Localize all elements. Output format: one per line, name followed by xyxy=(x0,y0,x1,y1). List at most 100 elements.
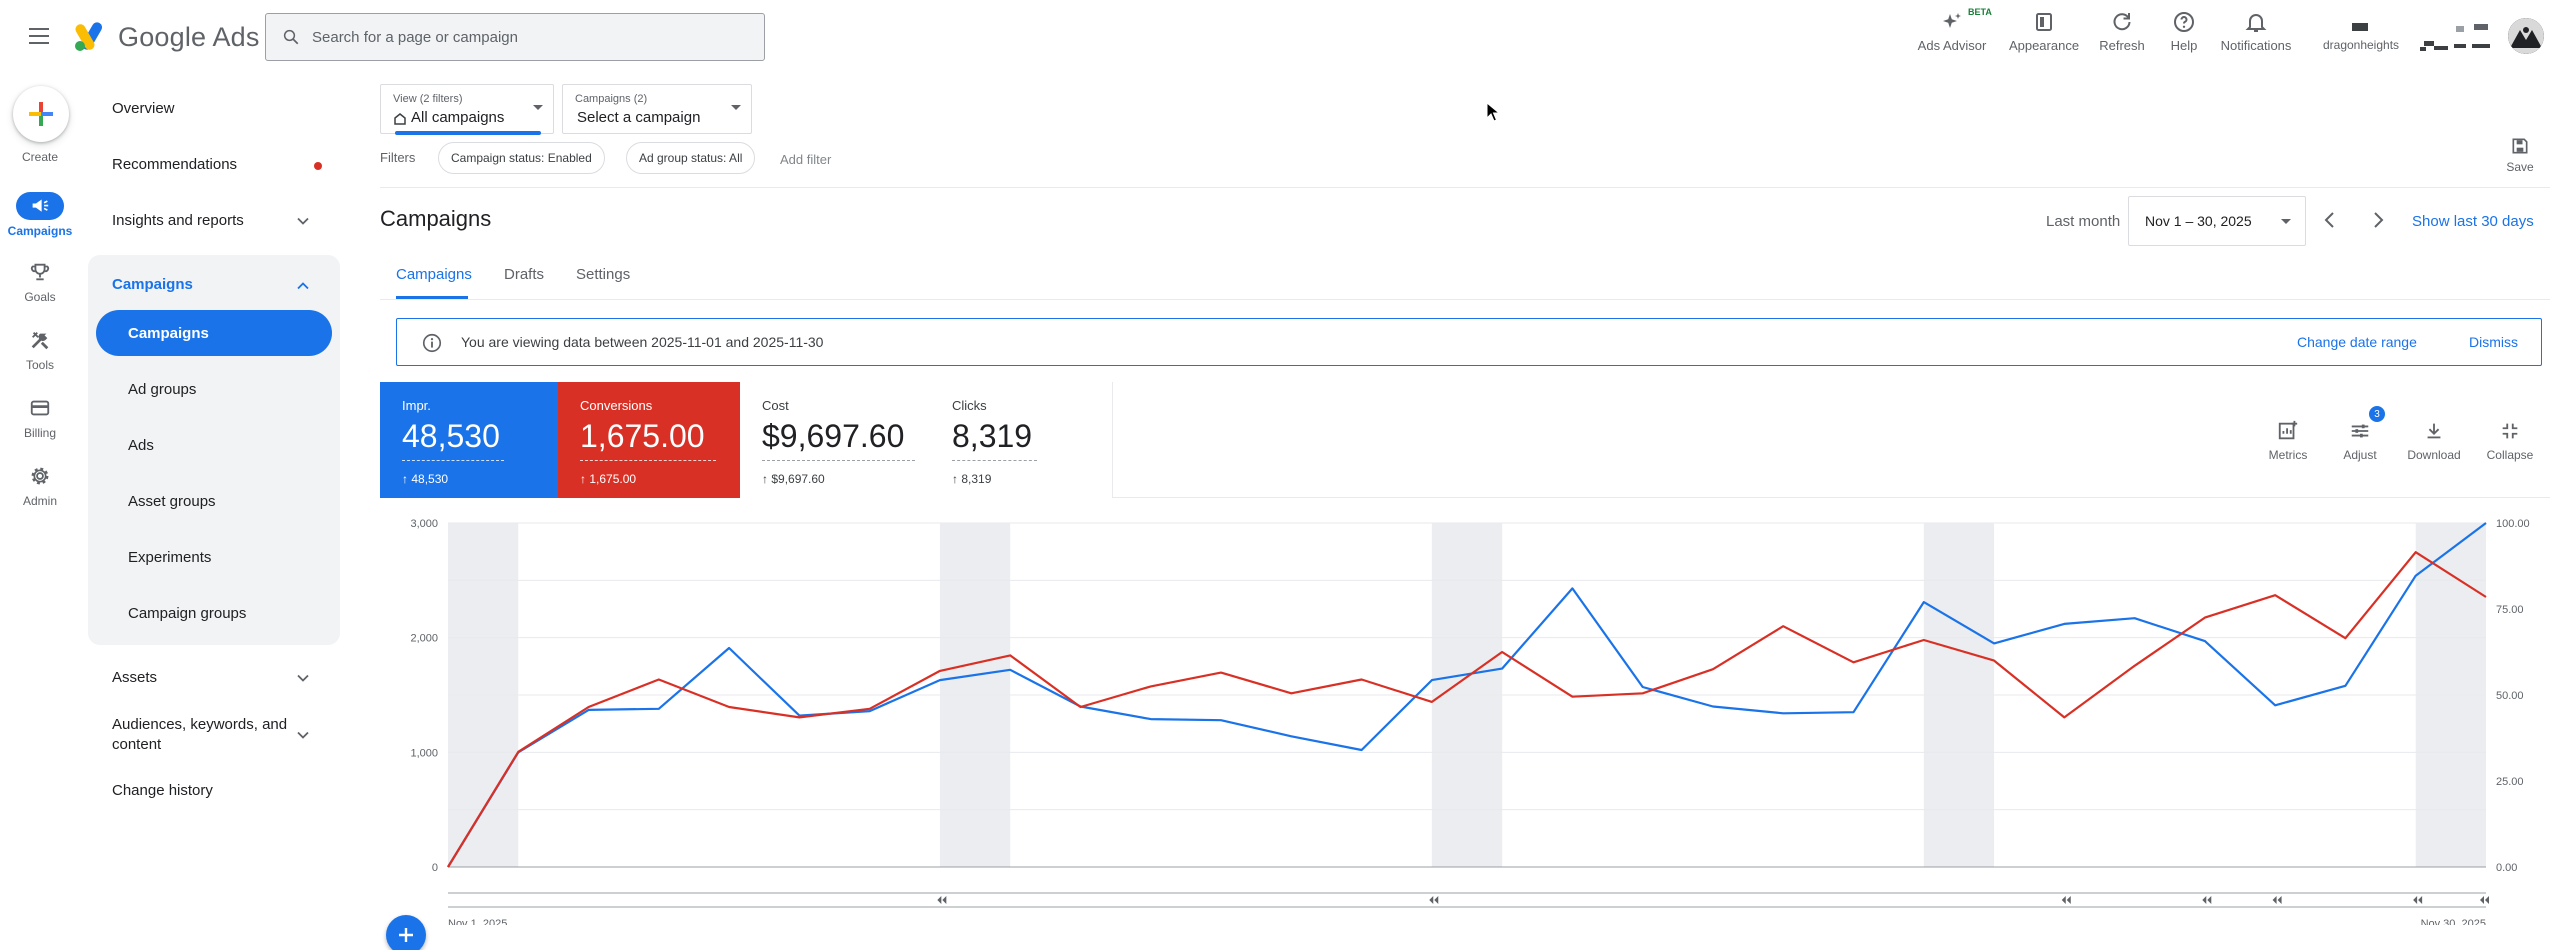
save-button[interactable]: Save xyxy=(2498,136,2542,174)
nav-sub-campaign-groups[interactable]: Campaign groups xyxy=(128,605,247,622)
filter-chip-label: Ad group status: All xyxy=(639,151,743,165)
notifications-button[interactable]: Notifications xyxy=(2214,10,2298,58)
scorecard-delta-value: 48,530 xyxy=(411,472,449,486)
nav-sub-asset-groups[interactable]: Asset groups xyxy=(128,493,216,510)
chevron-right-icon[interactable] xyxy=(2366,208,2390,232)
nav-sub-campaigns[interactable]: Campaigns xyxy=(128,325,209,342)
tab-settings[interactable]: Settings xyxy=(576,266,631,283)
avatar-icon xyxy=(2508,18,2544,54)
change-date-range-link[interactable]: Change date range xyxy=(2297,334,2417,350)
account-switcher-icon[interactable] xyxy=(2420,20,2490,54)
google-ads-logo[interactable]: Google Ads xyxy=(74,20,324,54)
collapse-icon xyxy=(2502,423,2518,439)
scorecard-label: Impr. xyxy=(402,398,431,413)
change-marker-icon xyxy=(2413,896,2423,904)
y-right-tick-label: 25.00 xyxy=(2496,776,2524,788)
download-label: Download xyxy=(2407,448,2461,462)
download-icon xyxy=(2427,423,2441,439)
create-button[interactable] xyxy=(13,86,69,142)
nav-sub-ads[interactable]: Ads xyxy=(128,437,154,454)
metrics-button[interactable]: Metrics xyxy=(2256,420,2320,462)
rail-item-campaigns[interactable]: Campaigns xyxy=(0,192,80,238)
rail-item-goals[interactable]: Goals xyxy=(0,258,80,304)
collapse-label: Collapse xyxy=(2486,448,2534,462)
y-left-tick-label: 2,000 xyxy=(410,633,438,645)
add-filter-button[interactable]: Add filter xyxy=(780,152,832,167)
scorecard-conversions[interactable]: Conversions 1,675.00 ↑ 1,675.00 xyxy=(558,382,740,498)
nav-insights-and-reports[interactable]: Insights and reports xyxy=(112,212,244,229)
adjust-label: Adjust xyxy=(2343,448,2377,462)
scorecard-clicks[interactable]: Clicks 8,319 ↑ 8,319 xyxy=(930,382,1112,498)
rail-item-billing[interactable]: Billing xyxy=(0,394,80,440)
scorecard-cost[interactable]: Cost $9,697.60 ↑ $9,697.60 xyxy=(740,382,930,498)
trophy-icon xyxy=(16,258,64,286)
adjust-count-badge: 3 xyxy=(2369,406,2385,422)
filters-label: Filters xyxy=(380,150,416,165)
divider xyxy=(380,299,2550,300)
recommendations-dot xyxy=(314,162,322,170)
side-navigation: Overview Recommendations Insights and re… xyxy=(88,72,340,950)
filter-chip-campaign-status[interactable]: Campaign status: Enabled xyxy=(438,142,605,174)
nav-sub-ad-groups[interactable]: Ad groups xyxy=(128,381,197,398)
date-range-picker[interactable]: Nov 1 – 30, 2025 xyxy=(2128,196,2306,246)
hamburger-menu-icon[interactable] xyxy=(26,24,52,48)
add-button[interactable] xyxy=(386,915,426,950)
scorecard-impr[interactable]: Impr. 48,530 ↑ 48,530 xyxy=(380,382,558,498)
view-dropdown-value: All campaigns xyxy=(411,109,505,126)
rail-item-admin[interactable]: Admin xyxy=(0,462,80,508)
nav-overview[interactable]: Overview xyxy=(112,100,175,117)
nav-change-history[interactable]: Change history xyxy=(112,782,213,799)
chevron-up-icon[interactable] xyxy=(296,279,310,293)
change-marker-icon xyxy=(937,896,947,904)
campaign-dropdown[interactable]: Campaigns (2) Select a campaign xyxy=(562,84,752,134)
scorecard-delta-value: 8,319 xyxy=(961,472,992,486)
avatar[interactable] xyxy=(2508,18,2544,54)
search-input[interactable] xyxy=(312,28,732,46)
chevron-down-icon[interactable] xyxy=(296,728,310,742)
refresh-button[interactable]: Refresh xyxy=(2096,10,2148,58)
chevron-left-icon[interactable] xyxy=(2318,208,2342,232)
date-range-label: Last month xyxy=(2046,213,2121,230)
chevron-down-icon[interactable] xyxy=(296,214,310,228)
nav-assets[interactable]: Assets xyxy=(112,669,158,686)
collapse-button[interactable]: Collapse xyxy=(2478,420,2542,462)
info-banner: You are viewing data between 2025-11-01 … xyxy=(396,318,2542,366)
scorecard-value: 1,675.00 xyxy=(580,418,705,454)
rail-label-billing: Billing xyxy=(23,426,56,440)
caret-down-icon xyxy=(533,105,543,110)
change-marker-icon xyxy=(1429,896,1439,904)
nav-recommendations[interactable]: Recommendations xyxy=(112,156,238,173)
nav-sub-experiments[interactable]: Experiments xyxy=(128,549,212,566)
ads-advisor-button[interactable]: Ads Advisor xyxy=(1916,10,1988,58)
gear-icon xyxy=(16,462,64,490)
help-button[interactable]: Help xyxy=(2160,10,2208,58)
campaigns-icon xyxy=(16,192,64,220)
download-button[interactable]: Download xyxy=(2402,420,2466,462)
nav-campaigns-header[interactable]: Campaigns xyxy=(112,276,193,293)
tab-campaigns[interactable]: Campaigns xyxy=(396,266,472,283)
scorecard-value: $9,697.60 xyxy=(762,418,905,454)
scorecard-underline xyxy=(952,460,1037,461)
appearance-button[interactable]: Appearance xyxy=(2006,10,2082,58)
plus-icon xyxy=(29,102,53,126)
filter-chip-ad-group-status[interactable]: Ad group status: All xyxy=(626,142,756,174)
account-name[interactable]: dragonheights xyxy=(2322,38,2400,52)
show-last-30-days-link[interactable]: Show last 30 days xyxy=(2412,213,2534,230)
scorecard-underline xyxy=(402,460,504,461)
ads-advisor-label: Ads Advisor xyxy=(1917,38,1987,53)
chevron-down-icon[interactable] xyxy=(296,671,310,685)
tab-drafts[interactable]: Drafts xyxy=(504,266,545,283)
info-icon xyxy=(422,333,442,353)
dismiss-button[interactable]: Dismiss xyxy=(2469,334,2518,350)
arrow-up-icon: ↑ xyxy=(952,472,962,486)
performance-chart[interactable]: 0 1,000 2,000 3,000 0.00 25.00 50.00 75.00 100.0… xyxy=(380,505,2550,925)
view-dropdown[interactable]: View (2 filters) All campaigns xyxy=(380,84,554,135)
rail-item-tools[interactable]: Tools xyxy=(0,326,80,372)
nav-audiences-keywords-content[interactable]: Audiences, keywords, and content xyxy=(112,716,288,753)
google-ads-logo-icon xyxy=(75,22,102,51)
y-right-tick-label: 50.00 xyxy=(2496,690,2524,702)
search-box[interactable] xyxy=(265,13,765,61)
arrow-up-icon: ↑ xyxy=(402,472,412,486)
scorecard-delta: ↑ $9,697.60 xyxy=(762,472,825,486)
adjust-button[interactable]: Adjust xyxy=(2328,420,2392,462)
